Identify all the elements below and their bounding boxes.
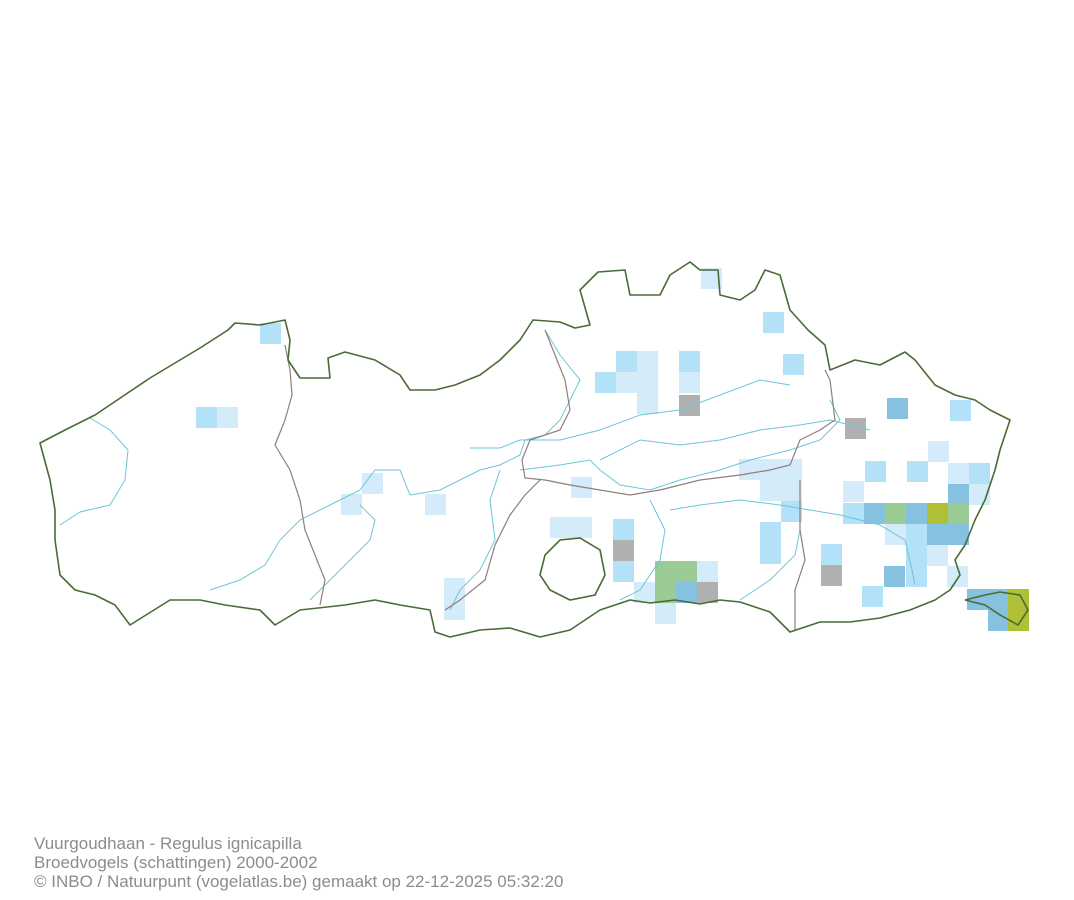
grid-cell-class-1 — [781, 459, 802, 480]
map-caption: Vuurgoudhaan - Regulus ignicapilla Broed… — [34, 834, 563, 891]
river — [209, 329, 581, 591]
grid-cell-class-2 — [865, 461, 886, 482]
grid-cell-class-1 — [781, 480, 802, 501]
region-border — [39, 261, 1011, 638]
grid-cell-class-2 — [613, 561, 634, 582]
grid-cell-class-1 — [217, 407, 238, 428]
grid-cells — [196, 268, 1029, 631]
grid-cell-class-1 — [634, 582, 655, 603]
grid-cell-class-4 — [885, 503, 906, 524]
grid-cell-class-2 — [821, 544, 842, 565]
grid-cell-class-1 — [444, 578, 465, 599]
credit-line: © INBO / Natuurpunt (vogelatlas.be) gema… — [34, 872, 564, 891]
grid-cell-class-2 — [760, 522, 781, 543]
grid-cell-class-4 — [948, 503, 969, 524]
grid-cell-class-1 — [947, 566, 968, 587]
province-border — [274, 344, 326, 606]
grid-cell-class-1 — [843, 481, 864, 502]
grid-cell-class-5 — [927, 503, 948, 524]
province-borders — [274, 329, 836, 630]
province-border — [521, 329, 836, 496]
river — [309, 504, 376, 601]
grid-cell-class-1 — [616, 372, 637, 393]
grid-cell-no-data — [821, 565, 842, 586]
grid-cell-class-3 — [887, 398, 908, 419]
grid-cell-class-4 — [655, 561, 676, 582]
grid-cell-class-2 — [843, 503, 864, 524]
grid-cell-class-1 — [948, 463, 969, 484]
grid-cell-class-1 — [655, 603, 676, 624]
grid-cell-class-3 — [676, 582, 697, 603]
province-border — [444, 479, 541, 611]
grid-cell-class-3 — [988, 589, 1009, 610]
river — [449, 469, 501, 611]
grid-cell-class-1 — [444, 599, 465, 620]
grid-cell-class-2 — [760, 543, 781, 564]
grid-cell-class-3 — [927, 524, 948, 545]
river — [470, 379, 791, 449]
river — [669, 499, 916, 586]
grid-cell-no-data — [679, 395, 700, 416]
grid-cell-class-2 — [906, 524, 927, 545]
river — [739, 529, 801, 601]
grid-cell-class-2 — [679, 351, 700, 372]
grid-cell-no-data — [845, 418, 866, 439]
grid-cell-class-2 — [196, 407, 217, 428]
grid-cell-class-2 — [595, 372, 616, 393]
enclave-border — [539, 537, 606, 601]
grid-cell-class-1 — [928, 441, 949, 462]
river — [619, 499, 666, 601]
grid-cell-class-1 — [571, 517, 592, 538]
grid-cell-class-1 — [341, 494, 362, 515]
grid-cell-class-1 — [760, 480, 781, 501]
grid-cell-class-2 — [907, 461, 928, 482]
grid-cell-class-2 — [616, 351, 637, 372]
grid-cell-class-1 — [637, 372, 658, 393]
river — [519, 399, 841, 491]
grid-cell-class-4 — [676, 561, 697, 582]
grid-cell-class-1 — [425, 494, 446, 515]
grid-cell-class-2 — [783, 354, 804, 375]
grid-cell-class-4 — [655, 582, 676, 603]
grid-cell-class-3 — [948, 524, 969, 545]
grid-cell-class-3 — [988, 610, 1009, 631]
grid-cell-class-3 — [884, 566, 905, 587]
grid-cell-class-1 — [927, 545, 948, 566]
grid-cell-class-2 — [763, 312, 784, 333]
enclave-border — [964, 591, 1029, 627]
grid-cell-class-2 — [862, 586, 883, 607]
grid-cell-class-1 — [550, 517, 571, 538]
grid-cell-class-2 — [906, 545, 927, 566]
grid-cell-class-1 — [697, 561, 718, 582]
grid-cell-no-data — [613, 540, 634, 561]
grid-cell-class-3 — [906, 503, 927, 524]
grid-cell-class-3 — [864, 503, 885, 524]
province-border — [794, 480, 806, 630]
grid-cell-class-1 — [362, 473, 383, 494]
rivers — [59, 329, 916, 611]
grid-cell-class-1 — [637, 393, 658, 414]
grid-cell-class-1 — [637, 351, 658, 372]
grid-cell-class-2 — [969, 463, 990, 484]
grid-cell-class-1 — [701, 268, 722, 289]
grid-cell-class-2 — [781, 501, 802, 522]
grid-cell-class-2 — [260, 323, 281, 344]
grid-cell-class-2 — [906, 566, 927, 587]
grid-cell-class-3 — [948, 484, 969, 505]
species-title: Vuurgoudhaan - Regulus ignicapilla — [34, 834, 302, 853]
river — [599, 419, 871, 461]
grid-cell-class-2 — [950, 400, 971, 421]
grid-cell-no-data — [697, 582, 718, 603]
river — [59, 417, 129, 526]
grid-cell-class-2 — [613, 519, 634, 540]
dataset-subtitle: Broedvogels (schattingen) 2000-2002 — [34, 853, 318, 872]
grid-cell-class-1 — [679, 372, 700, 393]
